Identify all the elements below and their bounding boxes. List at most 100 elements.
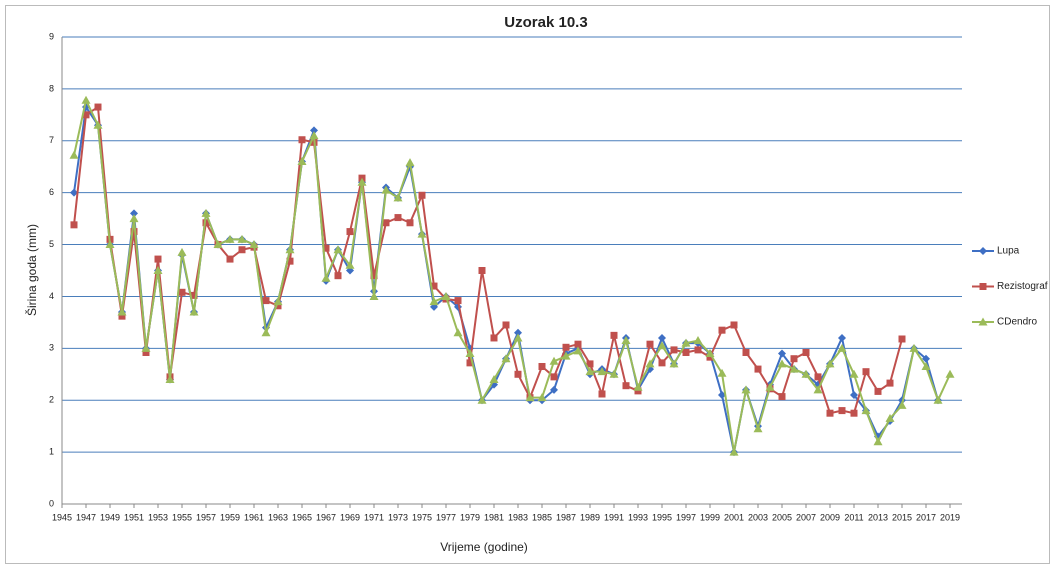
marker <box>789 364 799 373</box>
marker <box>921 361 931 370</box>
marker <box>466 359 474 367</box>
marker <box>777 359 787 368</box>
x-tick-label: 1973 <box>388 512 408 522</box>
x-tick-label: 1999 <box>700 512 720 522</box>
x-tick-label: 1983 <box>508 512 528 522</box>
marker <box>453 328 463 337</box>
marker <box>393 193 403 202</box>
y-tick-label: 6 <box>49 187 54 197</box>
x-tick-label: 1963 <box>268 512 288 522</box>
marker <box>381 185 391 194</box>
marker <box>165 374 175 383</box>
marker <box>297 157 307 166</box>
marker <box>898 335 906 343</box>
x-tick-label: 2019 <box>940 512 960 522</box>
x-tick-label: 2003 <box>748 512 768 522</box>
marker <box>418 191 426 199</box>
x-tick-label: 1947 <box>76 512 96 522</box>
marker <box>978 317 988 326</box>
marker <box>633 382 643 391</box>
legend-label: CDendro <box>997 317 1037 328</box>
x-tick-label: 1995 <box>652 512 672 522</box>
marker <box>562 343 570 351</box>
x-tick-label: 1961 <box>244 512 264 522</box>
chart-title: Uzorak 10.3 <box>504 14 587 31</box>
marker <box>538 362 546 370</box>
marker <box>141 343 151 352</box>
x-tick-label: 1951 <box>124 512 144 522</box>
marker <box>849 369 859 378</box>
y-tick-label: 9 <box>49 31 54 41</box>
marker <box>274 302 282 310</box>
marker <box>634 387 642 395</box>
x-tick-label: 1977 <box>436 512 456 522</box>
marker <box>753 424 763 433</box>
marker <box>729 447 739 456</box>
marker <box>346 228 354 236</box>
marker <box>190 291 198 299</box>
marker <box>405 158 415 167</box>
marker <box>814 373 822 381</box>
marker <box>862 368 870 376</box>
marker <box>850 391 858 400</box>
marker <box>298 136 306 144</box>
marker <box>286 257 294 265</box>
marker <box>153 266 163 274</box>
y-tick-label: 4 <box>49 291 54 301</box>
marker <box>454 297 462 305</box>
marker <box>550 373 558 381</box>
marker <box>129 214 139 223</box>
marker <box>754 365 762 373</box>
y-axis-title: Širina goda (mm) <box>24 224 39 316</box>
marker <box>130 228 138 236</box>
marker <box>189 307 199 316</box>
x-tick-label: 1975 <box>412 512 432 522</box>
marker <box>93 120 103 129</box>
marker <box>550 385 558 394</box>
x-tick-label: 2009 <box>820 512 840 522</box>
marker <box>502 321 510 329</box>
marker <box>681 338 691 347</box>
x-tick-label: 1949 <box>100 512 120 522</box>
marker <box>549 356 559 365</box>
marker <box>897 400 907 409</box>
x-tick-label: 2017 <box>916 512 936 522</box>
y-tick-label: 7 <box>49 135 54 145</box>
x-tick-label: 2015 <box>892 512 912 522</box>
marker <box>117 307 127 316</box>
marker <box>429 297 439 306</box>
x-tick-label: 2011 <box>844 512 863 522</box>
marker <box>94 103 102 111</box>
marker <box>357 177 367 186</box>
marker <box>778 393 786 401</box>
marker <box>778 349 786 358</box>
marker <box>105 240 115 249</box>
marker <box>657 341 667 350</box>
x-tick-label: 2005 <box>772 512 792 522</box>
x-tick-label: 1953 <box>148 512 168 522</box>
marker <box>118 312 126 320</box>
series-line <box>73 106 903 415</box>
legend-label: Lupa <box>997 246 1020 257</box>
marker <box>573 346 583 355</box>
marker <box>310 126 318 135</box>
marker <box>621 336 631 345</box>
marker <box>705 349 715 358</box>
marker <box>838 333 846 342</box>
marker <box>765 382 775 391</box>
marker <box>598 390 606 398</box>
x-tick-label: 2007 <box>796 512 816 522</box>
x-tick-label: 2013 <box>868 512 888 522</box>
marker <box>225 234 235 243</box>
marker <box>945 369 955 378</box>
marker <box>826 409 834 417</box>
marker <box>501 354 511 363</box>
x-tick-label: 1971 <box>364 512 384 522</box>
x-tick-label: 1991 <box>604 512 624 522</box>
marker <box>874 387 882 395</box>
marker <box>525 393 535 402</box>
marker <box>909 343 919 352</box>
marker <box>382 219 390 227</box>
marker <box>249 240 259 249</box>
marker <box>802 348 810 356</box>
